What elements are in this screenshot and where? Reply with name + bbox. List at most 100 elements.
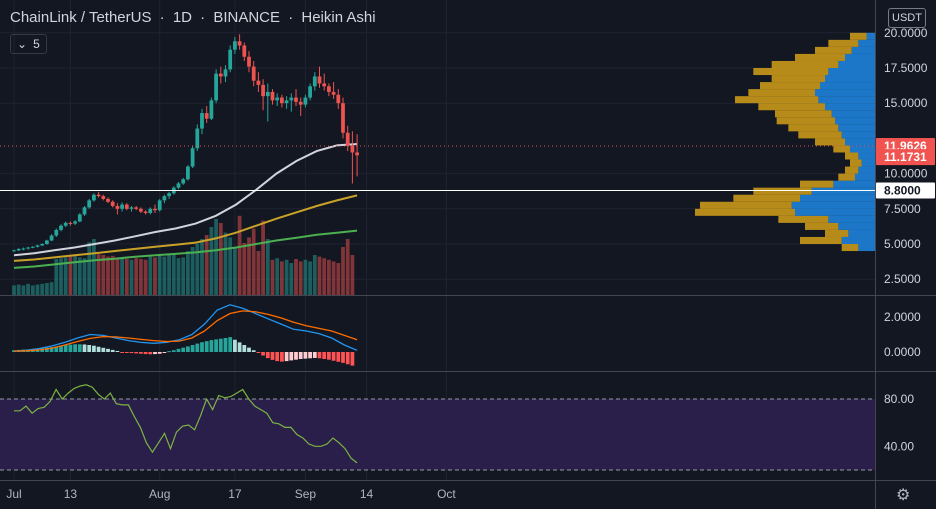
rsi-y-tick-label: 80.00 (884, 392, 914, 406)
volume-bar (284, 259, 289, 295)
candle-body (157, 200, 162, 211)
volume-bar (312, 255, 317, 295)
volume-profile-down-bar (735, 96, 819, 104)
macd-histogram-bar (110, 349, 115, 352)
volume-bar (143, 259, 148, 295)
volume-profile-up-bar (828, 68, 875, 76)
volume-bar (233, 247, 237, 295)
candle-body (40, 244, 45, 246)
y-tick-label: 5.0000 (884, 237, 921, 251)
volume-profile-up-bar (858, 166, 875, 174)
volume-bar (26, 283, 30, 295)
candle-body (35, 245, 40, 247)
chart-header: ChainLink / TetherUS · 1D · BINANCE · He… (10, 9, 380, 26)
volume-profile-down-bar (850, 159, 862, 167)
candle-body (96, 194, 101, 197)
chevron-down-icon: ⌄ (17, 37, 28, 51)
macd-histogram-bar (237, 342, 242, 352)
volume-profile-down-bar (733, 194, 800, 202)
volume-profile-down-bar (798, 131, 842, 139)
macd-histogram-bar (228, 337, 233, 352)
settings-gear-icon[interactable]: ⚙ (896, 487, 911, 504)
candle-body (101, 196, 106, 199)
chart-style-label[interactable]: Heikin Ashi (301, 9, 376, 26)
volume-bar (345, 239, 350, 295)
volume-profile-down-bar (776, 117, 835, 125)
macd-histogram-bar (280, 352, 284, 362)
volume-profile-up-bar (811, 187, 875, 195)
macd-histogram-bar (261, 352, 265, 356)
volume-profile-down-bar (850, 32, 867, 40)
volume-bar (251, 228, 256, 295)
volume-bar (54, 259, 59, 295)
volume-bar (16, 284, 21, 295)
macd-histogram-bar (77, 344, 82, 352)
rsi-y-tick-label: 40.00 (884, 439, 914, 453)
volume-bar (124, 259, 129, 295)
volume-profile-down-bar (753, 68, 829, 76)
candle-body (63, 222, 68, 226)
volume-bar (45, 283, 49, 295)
volume-bar (237, 215, 242, 295)
rsi-band-fill (0, 399, 875, 470)
macd-histogram-bar (59, 345, 63, 352)
volume-profile-down-bar (800, 236, 842, 244)
macd-histogram-bar (317, 352, 322, 359)
volume-profile-down-bar (800, 180, 834, 188)
macd-histogram-bar (101, 347, 106, 352)
candle-body (77, 214, 82, 222)
candle-body (195, 128, 200, 149)
candle-body (115, 205, 120, 209)
candle-body (134, 207, 139, 209)
volume-profile-down-bar (771, 60, 839, 68)
macd-histogram-bar (148, 352, 153, 355)
volume-profile-down-bar (775, 110, 832, 118)
symbol-name[interactable]: ChainLink / TetherUS (10, 9, 152, 26)
volume-bar (167, 255, 171, 295)
volume-profile-up-bar (820, 82, 875, 90)
volume-profile-up-bar (848, 229, 875, 237)
candle-body (350, 145, 355, 153)
volume-bar (87, 242, 92, 295)
volume-profile-down-bar (825, 229, 849, 237)
volume-bar (242, 243, 247, 295)
candle-body (355, 152, 359, 156)
volume-bar (139, 259, 143, 295)
candle-body (209, 100, 214, 119)
candle-body (176, 183, 181, 188)
macd-histogram-bar (106, 348, 110, 352)
separator: · (159, 9, 165, 26)
macd-histogram-bar (82, 344, 87, 352)
candle-body (167, 193, 171, 197)
candle-body (284, 100, 289, 104)
macd-histogram-bar (209, 340, 214, 352)
macd-histogram-bar (157, 352, 162, 354)
candle-body (312, 76, 317, 87)
candle-body (148, 208, 153, 214)
volume-bar (200, 239, 204, 295)
volume-profile-up-bar (850, 145, 875, 153)
candle-body (270, 91, 275, 101)
interval-label[interactable]: 1D (172, 9, 192, 26)
volume-profile-down-bar (695, 208, 795, 216)
indicators-toggle-button[interactable]: ⌄ 5 (10, 34, 47, 54)
macd-histogram-bar (233, 339, 237, 352)
candle-body (280, 97, 284, 104)
macd-histogram-bar (350, 352, 355, 366)
candle-body (218, 73, 223, 77)
volume-profile-up-bar (845, 53, 875, 61)
volume-bar (341, 247, 345, 295)
candle-body (331, 91, 336, 95)
macd-histogram-bar (308, 352, 312, 359)
candle-body (289, 97, 294, 101)
volume-bar (327, 259, 331, 295)
volume-profile-up-bar (838, 222, 875, 230)
candle-body (16, 248, 21, 251)
currency-selector[interactable]: USDT (888, 8, 926, 28)
macd-histogram-bar (120, 352, 124, 353)
volume-bar (82, 258, 87, 295)
volume-profile-up-bar (851, 46, 875, 54)
moving-average-line (13, 229, 358, 269)
macd-histogram-bar (195, 343, 200, 352)
